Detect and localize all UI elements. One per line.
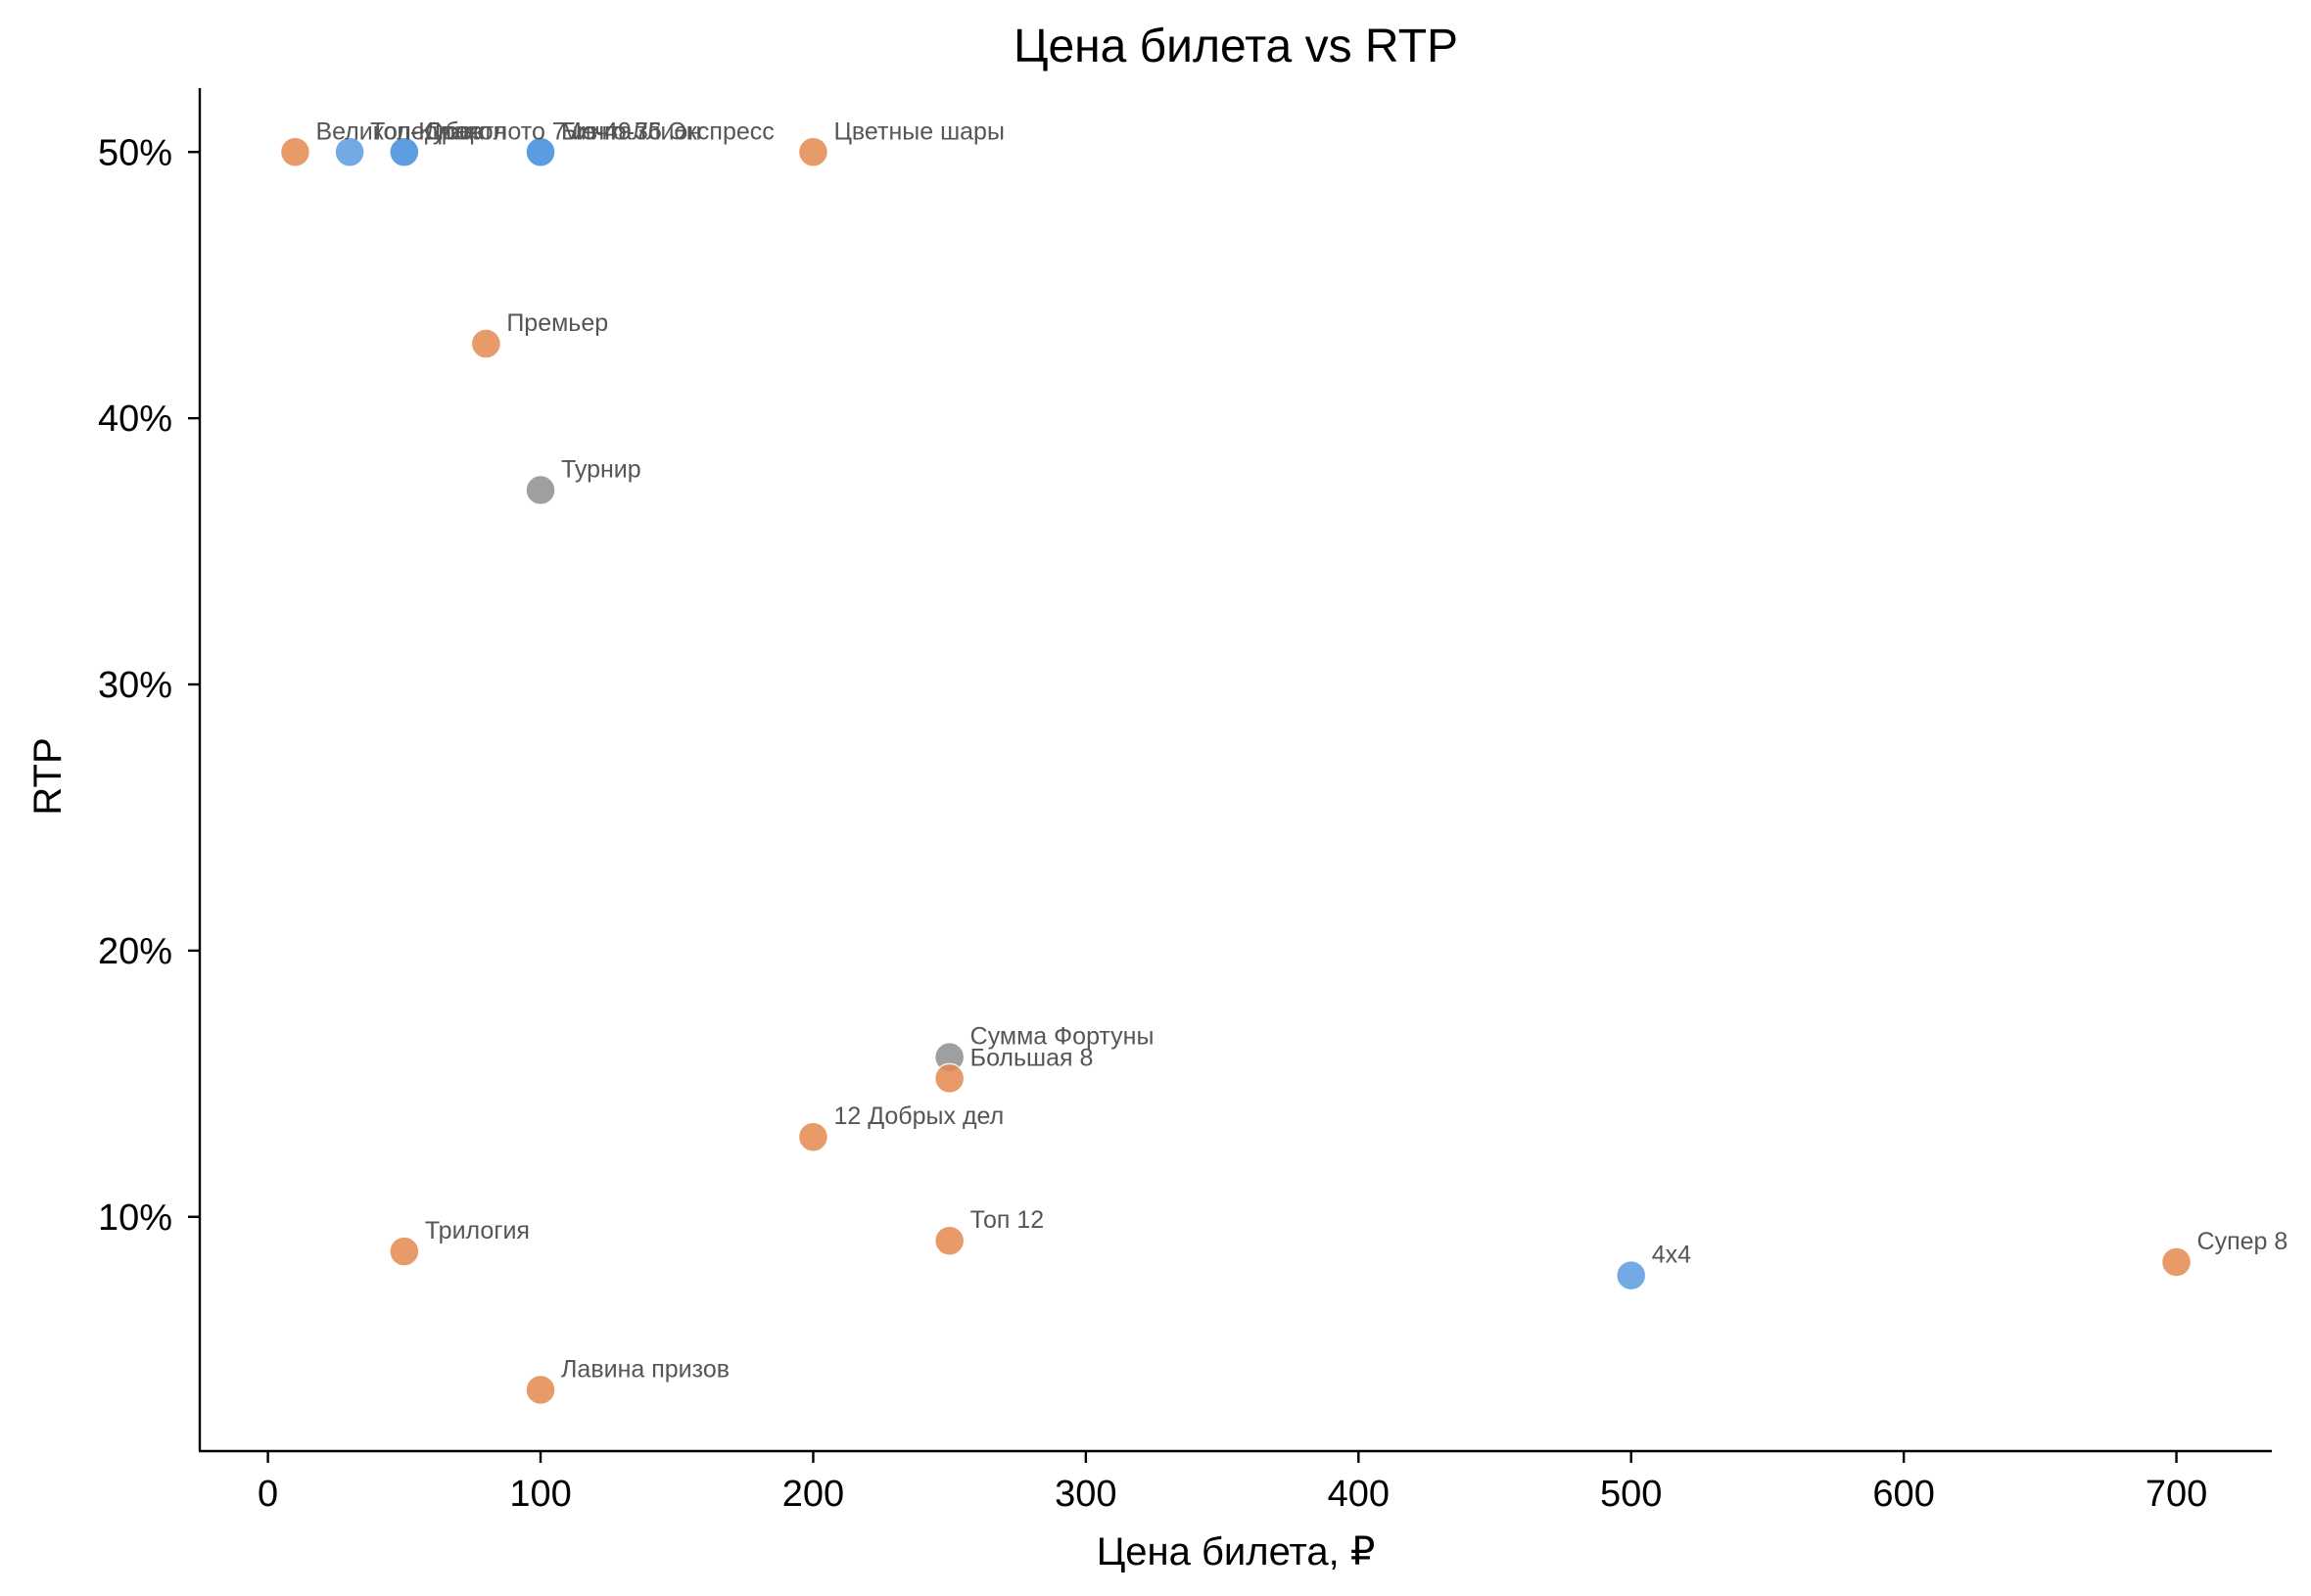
- x-axis-label: Цена билета, ₽: [1097, 1530, 1376, 1573]
- data-point: [470, 328, 502, 359]
- x-tick-label: 0: [258, 1474, 278, 1515]
- data-point: [797, 1121, 829, 1152]
- data-point: [389, 1236, 420, 1267]
- data-point-label: Цветные шары: [833, 117, 1004, 145]
- data-point-label: Турнир: [561, 456, 641, 484]
- data-point: [933, 1062, 966, 1095]
- data-point: [525, 474, 556, 506]
- data-point: [797, 136, 829, 167]
- x-tick-label: 100: [509, 1474, 571, 1515]
- data-point-label: Спортлото 7 из 49: [425, 117, 632, 145]
- y-tick-label: 10%: [98, 1197, 172, 1239]
- data-point-label: Премьер: [506, 309, 608, 337]
- data-point-label: Мечталлион: [561, 117, 701, 145]
- y-ticks: 10% 20% 30% 40% 50%: [98, 132, 200, 1239]
- data-point: [279, 136, 311, 167]
- data-point-label: 4x4: [1652, 1242, 1691, 1269]
- data-point-label: Дракон: [425, 117, 507, 145]
- data-point-label: Супер 8: [2197, 1228, 2288, 1255]
- y-tick-label: 30%: [98, 665, 172, 706]
- data-point: [525, 136, 556, 167]
- y-tick-label: 20%: [98, 931, 172, 972]
- data-point-label: 12 Добрых дел: [833, 1103, 1004, 1130]
- x-ticks: 0 100 200 300 400 500 600 700: [258, 1451, 2207, 1515]
- x-tick-label: 700: [2146, 1474, 2207, 1515]
- data-point: [389, 136, 420, 167]
- x-tick-label: 600: [1872, 1474, 1934, 1515]
- data-point: [334, 136, 365, 167]
- x-tick-label: 500: [1600, 1474, 1662, 1515]
- data-point-label: Бинго-36 Экспресс: [561, 117, 775, 145]
- data-point-label: Топ-Кубок: [370, 117, 485, 145]
- data-point-label: Сумма Фортуны: [970, 1023, 1155, 1051]
- data-point: [933, 1225, 966, 1256]
- y-tick-label: 50%: [98, 132, 172, 173]
- data-point: [525, 1374, 556, 1406]
- x-tick-label: 400: [1328, 1474, 1390, 1515]
- y-tick-label: 40%: [98, 399, 172, 440]
- data-point-label: Трилогия: [425, 1217, 530, 1244]
- data-point: [1615, 1259, 1647, 1291]
- data-point-label: Большая 8: [970, 1044, 1094, 1071]
- data-point-label: Топ 12: [970, 1206, 1045, 1234]
- x-tick-label: 200: [782, 1474, 844, 1515]
- data-point-label: Бинго-75: [561, 117, 662, 145]
- axes: [198, 88, 2272, 1453]
- data-point-label: Лавина призов: [561, 1355, 730, 1383]
- data-points: [279, 136, 2193, 1406]
- x-tick-label: 300: [1055, 1474, 1116, 1515]
- y-axis-label: RTP: [26, 737, 70, 815]
- data-point-label: Великолепная: [315, 117, 478, 145]
- chart-title: Цена билета vs RTP: [1014, 21, 1458, 72]
- data-point: [2160, 1246, 2193, 1278]
